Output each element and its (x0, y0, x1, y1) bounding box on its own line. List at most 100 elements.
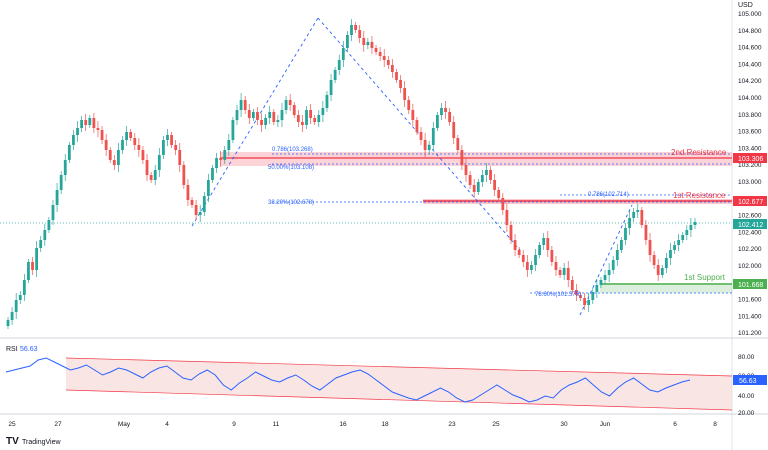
candle-body (223, 150, 227, 160)
price-tick: 101.600 (738, 297, 762, 304)
candle-body (161, 140, 165, 155)
candle-body (575, 290, 578, 295)
candle-body (63, 160, 67, 175)
candle-body (521, 255, 525, 262)
candle-body (18, 295, 22, 300)
candle-body (182, 165, 186, 185)
candle-body (460, 150, 464, 165)
first-resistance-label: 1st Resistance (673, 191, 726, 200)
date-tick: 25 (492, 421, 500, 428)
candle-body (153, 170, 157, 180)
candle-body (27, 262, 30, 280)
price-tick: 103.600 (738, 129, 762, 136)
price-tick: 104.800 (738, 28, 762, 35)
candle-body (570, 280, 574, 290)
date-tick: Jun (600, 421, 611, 428)
tradingview-logo: TV (6, 436, 19, 447)
candle-body (395, 72, 398, 80)
rsi-current-badge (733, 375, 767, 385)
candle-body (431, 128, 435, 145)
candle-body (6, 320, 10, 326)
candle-body (22, 280, 26, 295)
candle-body (247, 110, 251, 118)
candle-body (256, 112, 259, 120)
candle-body (399, 80, 402, 88)
date-tick: 27 (54, 421, 62, 428)
candle-body (497, 190, 501, 198)
candle-body (329, 80, 333, 95)
candle-body (301, 122, 304, 125)
candle-body (644, 225, 648, 240)
candle-body (693, 222, 697, 225)
price-tick: 102.600 (738, 213, 762, 220)
date-tick: 25 (8, 421, 16, 428)
candle-body (382, 56, 386, 60)
candle-body (14, 300, 18, 312)
candle-body (264, 118, 268, 125)
first-support-badge (733, 279, 767, 289)
candle-body (624, 228, 627, 240)
candle-body (76, 128, 79, 135)
candle-body (579, 295, 582, 298)
candle-body (67, 145, 71, 160)
first-resistance-badge (733, 196, 767, 206)
first-support-zone (600, 283, 732, 293)
candle-body (239, 100, 243, 110)
candle-body (292, 105, 296, 115)
candle-body (489, 170, 492, 180)
candle-body (656, 265, 660, 275)
candle-body (513, 240, 517, 250)
candle-body (166, 135, 169, 140)
candle-body (509, 225, 513, 240)
candle-body (652, 255, 656, 265)
date-tick: 4 (165, 421, 169, 428)
candle-body (440, 108, 443, 115)
candle-body (685, 230, 689, 235)
candle-body (231, 120, 235, 140)
candle-body (194, 205, 198, 215)
candle-body (611, 260, 615, 270)
fib-trend-down (317, 17, 521, 251)
candle-body (476, 182, 480, 192)
candle-body (72, 135, 75, 145)
candle-body (333, 70, 337, 80)
price-tick: 101.400 (738, 313, 762, 320)
candle-body (628, 218, 631, 228)
fib-786-upper-label: 0.786(103.268) (272, 147, 313, 153)
fib-786-lower-label: 78.60%(101.575) (535, 292, 581, 298)
candle-body (444, 108, 447, 112)
candle-body (108, 150, 112, 160)
rsi-tick: 40.00 (738, 393, 755, 400)
candle-body (566, 268, 570, 280)
rsi-current-value: 56.63 (739, 378, 757, 385)
candle-body (390, 65, 394, 72)
candle-body (309, 110, 313, 118)
candle-body (206, 180, 210, 196)
first-support-label: 1st Support (684, 273, 726, 282)
candle-body (530, 265, 533, 270)
candle-body (435, 115, 439, 128)
candle-body (677, 240, 681, 245)
date-tick: 16 (339, 421, 347, 428)
candle-body (587, 300, 591, 305)
candle-body (362, 38, 366, 45)
candle-body (149, 175, 153, 180)
rsi-channel-lower (65, 389, 733, 411)
candle-body (178, 150, 182, 165)
candle-body (47, 220, 51, 230)
rsi-line (5, 357, 691, 403)
candle-body (243, 100, 247, 110)
candle-body (284, 100, 288, 110)
candle-body (227, 140, 231, 150)
candle-body (260, 120, 263, 125)
candle-body (276, 120, 280, 122)
fib-382-label: 38.20%(102.678) (268, 200, 314, 206)
second-resistance-label: 2nd Resistance (671, 148, 727, 157)
candle-body (117, 150, 120, 165)
candle-body (640, 210, 644, 225)
candle-body (669, 250, 672, 258)
current-price: 102.412 (738, 222, 763, 229)
date-tick: 30 (560, 421, 568, 428)
